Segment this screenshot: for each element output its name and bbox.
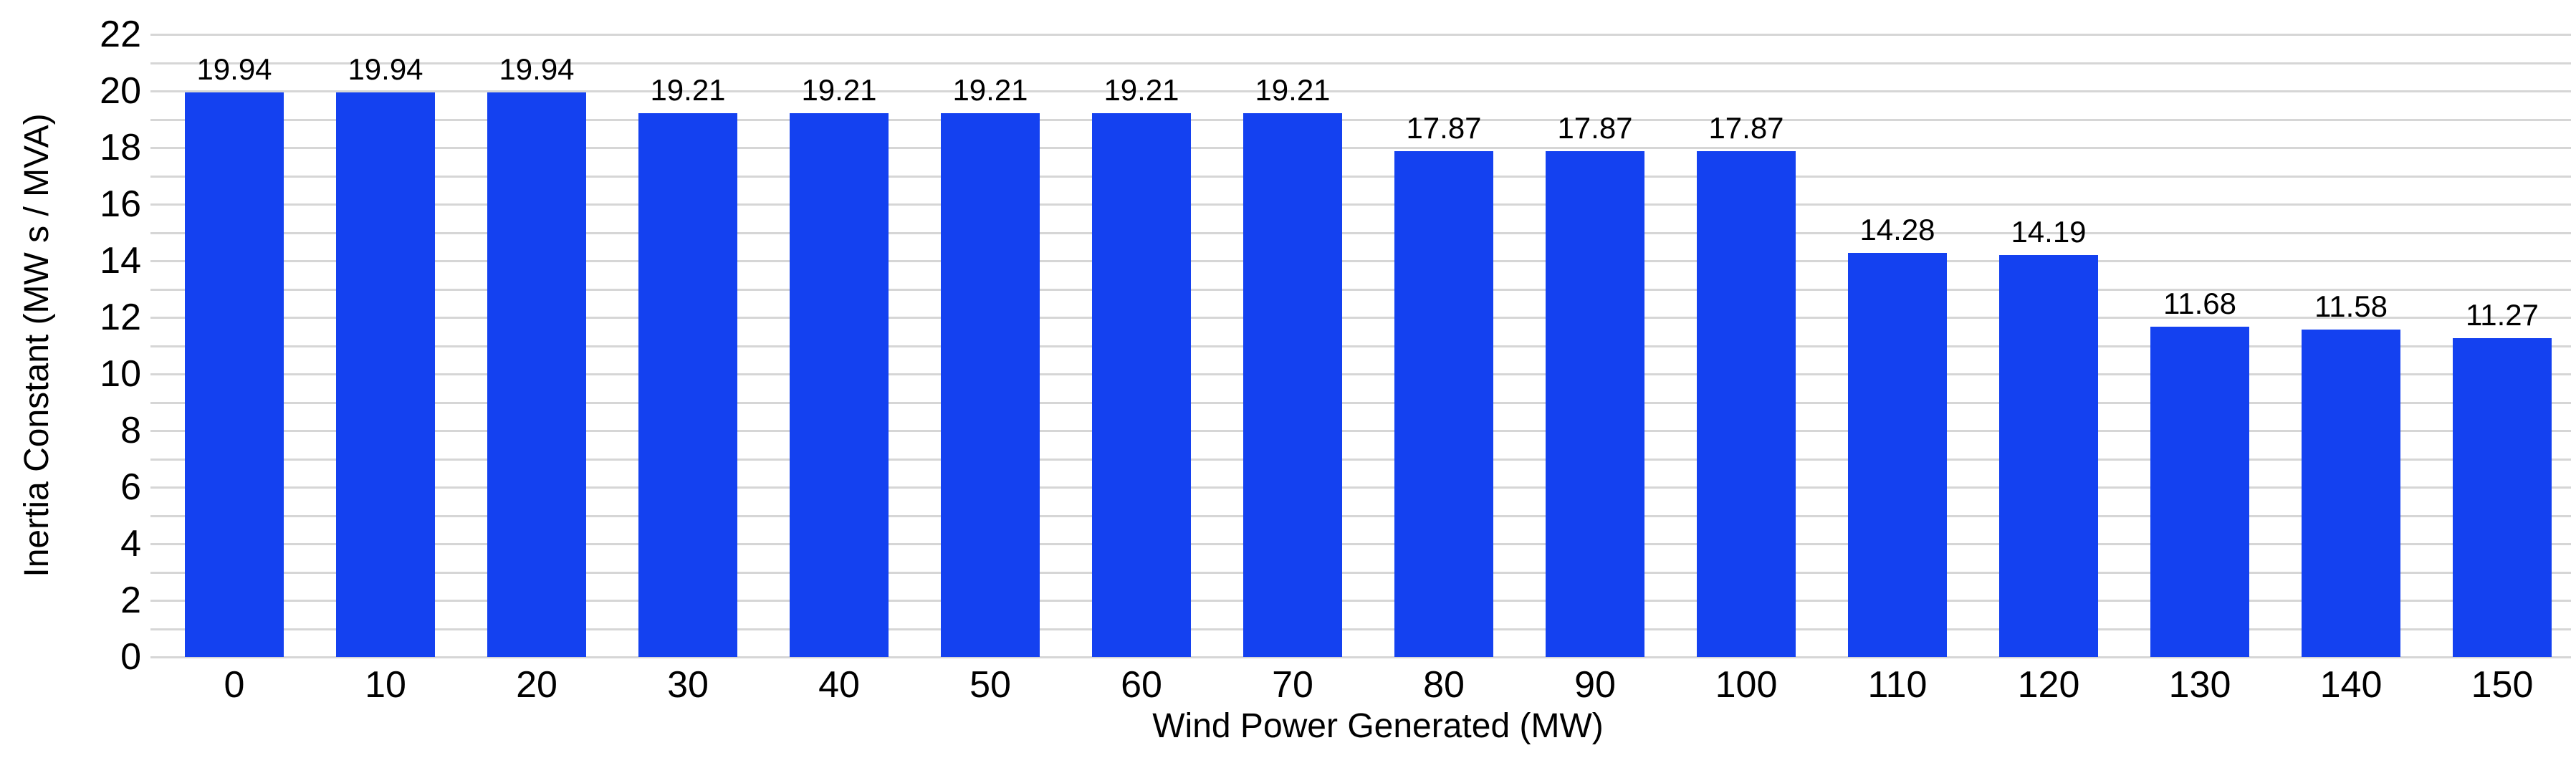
x-tick-label: 70	[1272, 664, 1313, 706]
x-tick-label: 40	[818, 664, 860, 706]
bar-value-label: 17.87	[1708, 111, 1784, 145]
y-tick-label: 22	[100, 14, 141, 55]
gridline	[150, 317, 2571, 319]
y-tick-label: 14	[100, 240, 141, 282]
gridline	[150, 656, 2571, 658]
y-tick-label: 2	[120, 580, 141, 621]
y-tick-label: 20	[100, 70, 141, 112]
gridline	[150, 260, 2571, 262]
y-tick-label: 0	[120, 636, 141, 678]
bar-value-label: 19.21	[1255, 73, 1331, 107]
gridline	[150, 62, 2571, 64]
y-tick-label: 10	[100, 353, 141, 395]
gridline	[150, 34, 2571, 36]
gridline	[150, 600, 2571, 602]
gridline	[150, 401, 2571, 404]
gridline	[150, 288, 2571, 291]
x-tick-label: 30	[667, 664, 709, 706]
bar-value-label: 14.28	[1859, 212, 1935, 246]
bar	[1243, 113, 1342, 657]
y-tick-label: 16	[100, 183, 141, 225]
bar	[185, 92, 284, 657]
gridline	[150, 373, 2571, 375]
x-tick-label: 0	[224, 664, 245, 706]
y-axis-title: Inertia Constant (MW s / MVA)	[18, 113, 56, 577]
x-tick-label: 10	[365, 664, 406, 706]
gridline	[150, 345, 2571, 347]
gridline	[150, 628, 2571, 630]
x-tick-label: 80	[1423, 664, 1465, 706]
x-tick-label: 130	[2168, 664, 2231, 706]
x-tick-label: 120	[2017, 664, 2080, 706]
y-tick-label: 18	[100, 127, 141, 168]
gridline	[150, 514, 2571, 517]
gridline	[150, 90, 2571, 92]
bar-value-label: 19.21	[650, 73, 726, 107]
gridline	[150, 543, 2571, 545]
bar	[1092, 113, 1191, 657]
bar-value-label: 19.94	[348, 52, 423, 87]
x-tick-label: 110	[1867, 664, 1928, 706]
gridline	[150, 430, 2571, 432]
bar	[2150, 326, 2249, 657]
bar	[638, 113, 737, 657]
bar	[336, 92, 435, 657]
gridline	[150, 118, 2571, 121]
x-tick-label: 20	[516, 664, 557, 706]
bar	[2453, 337, 2552, 657]
bar	[1394, 151, 1493, 657]
x-tick-label: 150	[2471, 664, 2534, 706]
bar	[790, 113, 889, 657]
x-tick-label: 90	[1574, 664, 1616, 706]
y-tick-label: 8	[120, 410, 141, 451]
bar	[2302, 329, 2400, 657]
bar	[941, 113, 1040, 657]
y-tick-label: 12	[100, 297, 141, 338]
bar-value-label: 11.58	[2314, 289, 2388, 323]
x-tick-label: 60	[1121, 664, 1162, 706]
x-tick-label: 140	[2319, 664, 2383, 706]
bar-value-label: 17.87	[1406, 111, 1482, 145]
gridline	[150, 175, 2571, 178]
y-tick-label: 6	[120, 466, 141, 508]
gridline	[150, 147, 2571, 149]
y-tick-label: 4	[120, 523, 141, 565]
bar-value-label: 14.19	[2011, 215, 2087, 249]
bar-value-label: 19.94	[196, 52, 272, 87]
bar	[1546, 151, 1644, 657]
bar-value-label: 19.21	[952, 73, 1028, 107]
bar-value-label: 19.21	[1103, 73, 1179, 107]
bar	[1999, 255, 2098, 657]
bar-value-label: 11.27	[2466, 297, 2539, 332]
bar	[487, 92, 586, 657]
bar-value-label: 17.87	[1557, 111, 1633, 145]
bar-value-label: 11.68	[2163, 286, 2236, 320]
gridline	[150, 571, 2571, 574]
bar-value-label: 19.21	[801, 73, 877, 107]
gridline	[150, 458, 2571, 461]
bar	[1697, 151, 1796, 657]
x-axis-title: Wind Power Generated (MW)	[1152, 707, 1604, 745]
x-tick-label: 50	[969, 664, 1011, 706]
gridline	[150, 486, 2571, 489]
bar-value-label: 19.94	[499, 52, 575, 87]
gridline	[150, 203, 2571, 206]
x-tick-label: 100	[1715, 664, 1778, 706]
gridline	[150, 231, 2571, 234]
bar	[1848, 252, 1947, 657]
